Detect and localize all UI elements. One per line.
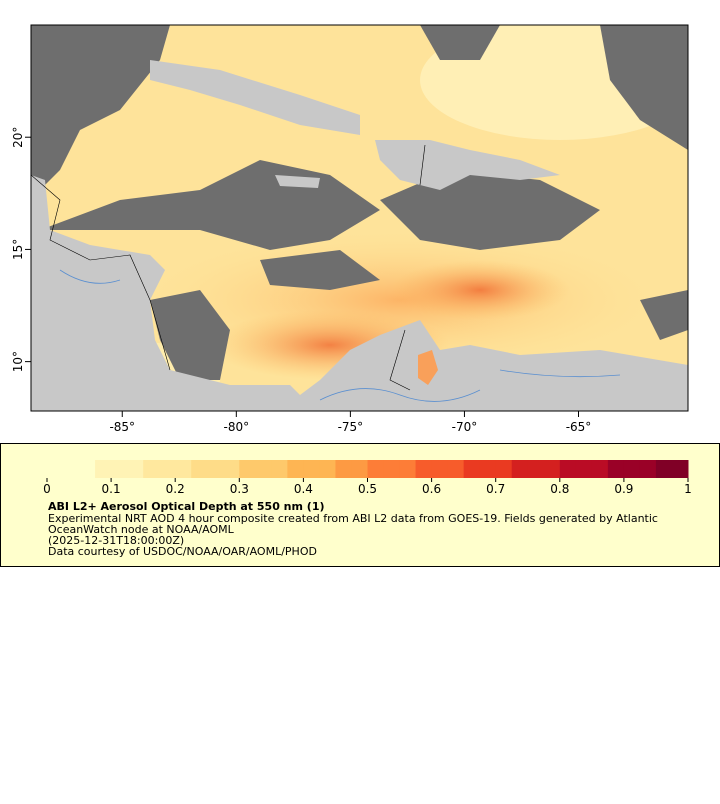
colorbar-cell <box>127 460 144 478</box>
map-image <box>31 25 688 411</box>
colorbar-cell <box>367 460 385 478</box>
colorbar-cell <box>175 460 192 478</box>
colorbar-cell <box>223 460 240 478</box>
colorbar-cell <box>639 460 657 478</box>
y-tick-label: 10° <box>11 351 25 372</box>
y-tick-label: 15° <box>11 239 25 260</box>
colorbar-tick-label: 1 <box>684 482 692 496</box>
colorbar-tick-label: 0.9 <box>614 482 633 496</box>
legend-line: (2025-12-31T18:00:00Z) <box>48 534 184 547</box>
colorbar-cell <box>159 460 176 478</box>
colorbar-tick-label: 0.1 <box>102 482 121 496</box>
colorbar-cell <box>607 460 625 478</box>
colorbar-cell <box>63 460 80 478</box>
colorbar-cell <box>383 460 401 478</box>
x-tick-label: -65° <box>566 420 592 434</box>
colorbar-cell <box>575 460 593 478</box>
colorbar-tick-label: 0.8 <box>550 482 569 496</box>
colorbar-cell <box>111 460 128 478</box>
colorbar-cell <box>495 460 513 478</box>
x-tick-label: -85° <box>109 420 135 434</box>
colorbar-cell <box>431 460 449 478</box>
legend-title: ABI L2+ Aerosol Optical Depth at 550 nm … <box>48 500 325 513</box>
colorbar-tick-label: 0.4 <box>294 482 313 496</box>
colorbar-tick-label: 0.3 <box>230 482 249 496</box>
colorbar-cell <box>543 460 561 478</box>
colorbar-cell <box>287 460 304 478</box>
legend-line: Data courtesy of USDOC/NOAA/OAR/AOML/PHO… <box>48 545 317 558</box>
colorbar-cell <box>47 460 64 478</box>
colorbar-cell <box>351 460 368 478</box>
colorbar-cell <box>95 460 112 478</box>
colorbar-cell <box>415 460 433 478</box>
colorbar-cell <box>239 460 256 478</box>
colorbar-tick-label: 0 <box>43 482 51 496</box>
colorbar-cell <box>271 460 288 478</box>
legend-line: OceanWatch node at NOAA/AOML <box>48 523 235 536</box>
colorbar-cell <box>399 460 417 478</box>
colorbar-cell <box>447 460 465 478</box>
colorbar-tick-label: 0.7 <box>486 482 505 496</box>
colorbar-tick-label: 0.2 <box>166 482 185 496</box>
colorbar-cell <box>479 460 497 478</box>
colorbar-cell <box>319 460 336 478</box>
colorbar-cell <box>591 460 609 478</box>
colorbar-cell <box>623 460 641 478</box>
colorbar-cell <box>255 460 272 478</box>
colorbar-cell <box>671 460 689 478</box>
colorbar-cell <box>143 460 160 478</box>
map-frame <box>30 24 689 412</box>
colorbar: 0 0.1 0.2 0.3 0.4 0.5 0.6 0.7 0.8 0.9 1 <box>43 460 692 496</box>
colorbar-cell <box>207 460 224 478</box>
colorbar-cell <box>303 460 320 478</box>
legend-line: Experimental NRT AOD 4 hour composite cr… <box>48 512 658 525</box>
map-axes: -85° -80° -75° -70° -65° 10° 15° 20° <box>11 127 591 434</box>
colorbar-cell <box>511 460 529 478</box>
colorbar-cell <box>655 460 673 478</box>
x-tick-label: -80° <box>224 420 250 434</box>
colorbar-cell <box>191 460 208 478</box>
colorbar-cell <box>79 460 96 478</box>
x-tick-label: -70° <box>452 420 478 434</box>
colorbar-cell <box>527 460 545 478</box>
y-tick-label: 20° <box>11 127 25 148</box>
colorbar-tick-label: 0.6 <box>422 482 441 496</box>
x-tick-label: -75° <box>338 420 364 434</box>
colorbar-tick-label: 0.5 <box>358 482 377 496</box>
colorbar-cell <box>463 460 481 478</box>
colorbar-cell <box>559 460 577 478</box>
colorbar-cell <box>335 460 352 478</box>
